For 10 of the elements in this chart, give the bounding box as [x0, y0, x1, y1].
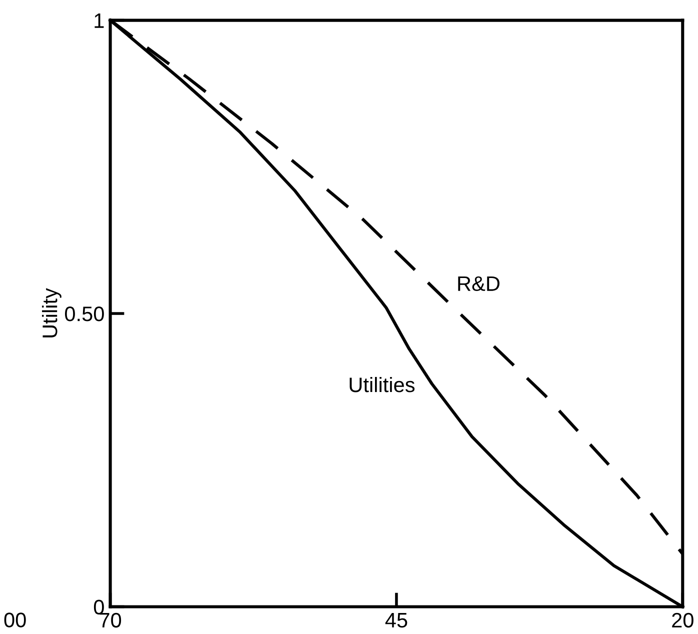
- y-tick-label: 0.50: [65, 306, 104, 322]
- series-label: Utilities: [350, 376, 415, 392]
- y-tick-label: 0: [94, 600, 104, 614]
- y-tick-label: 1: [94, 14, 104, 28]
- series-label: R&D: [458, 276, 500, 292]
- text: 00: [4, 612, 26, 628]
- x-tick-label: 70: [100, 612, 122, 628]
- y-axis-title: Utility: [42, 288, 62, 338]
- x-tick-label: 45: [385, 613, 408, 628]
- x-tick-label: 20: [672, 612, 694, 628]
